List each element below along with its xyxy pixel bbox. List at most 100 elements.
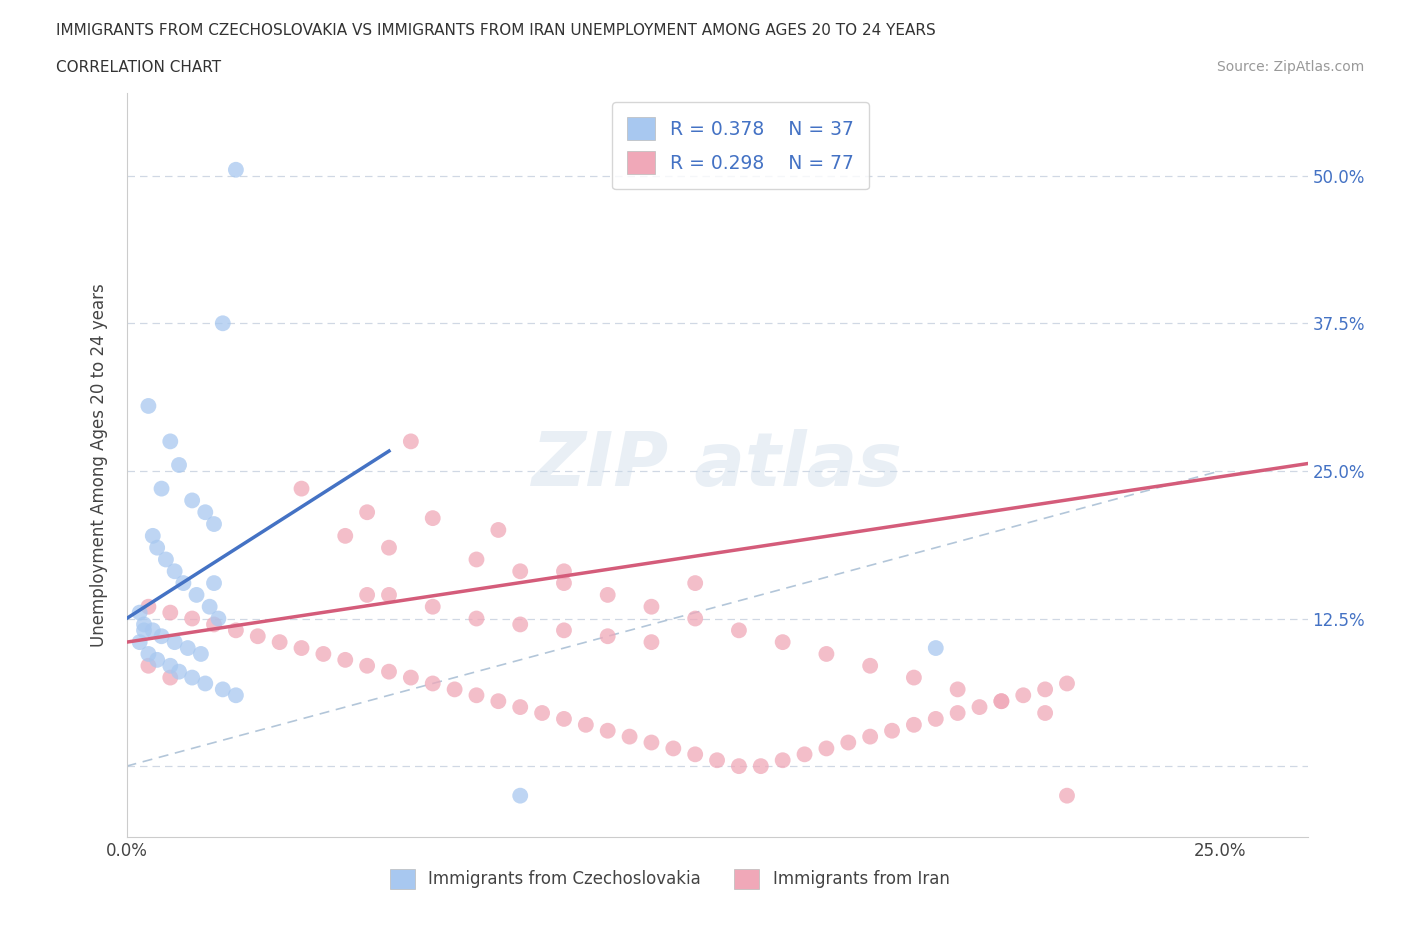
Point [465, 611, 488, 626]
Text: Source: ZipAtlas.com: Source: ZipAtlas.com [1216, 60, 1364, 74]
Point [946, 706, 969, 721]
Point [422, 599, 444, 614]
Point [150, 629, 173, 644]
Point [619, 729, 641, 744]
Text: ZIP atlas: ZIP atlas [531, 429, 903, 501]
Point [177, 641, 200, 656]
Point [399, 671, 422, 685]
Point [225, 163, 247, 178]
Point [925, 711, 948, 726]
Point [969, 699, 991, 714]
Point [575, 717, 598, 732]
Point [1033, 706, 1056, 721]
Point [356, 505, 378, 520]
Point [159, 658, 181, 673]
Point [925, 641, 948, 656]
Point [246, 629, 269, 644]
Point [772, 634, 794, 649]
Point [662, 741, 685, 756]
Point [128, 634, 150, 649]
Point [211, 682, 233, 697]
Point [640, 634, 662, 649]
Point [640, 735, 662, 750]
Point [683, 747, 706, 762]
Point [194, 676, 217, 691]
Point [167, 664, 190, 679]
Point [138, 646, 160, 661]
Point [159, 605, 181, 620]
Point [378, 664, 401, 679]
Point [509, 789, 531, 804]
Legend: Immigrants from Czechoslovakia, Immigrants from Iran: Immigrants from Czechoslovakia, Immigran… [384, 862, 956, 896]
Point [202, 617, 225, 631]
Point [509, 564, 531, 578]
Point [946, 682, 969, 697]
Text: IMMIGRANTS FROM CZECHOSLOVAKIA VS IMMIGRANTS FROM IRAN UNEMPLOYMENT AMONG AGES 2: IMMIGRANTS FROM CZECHOSLOVAKIA VS IMMIGR… [56, 23, 936, 38]
Point [190, 646, 212, 661]
Point [1012, 688, 1035, 703]
Point [640, 599, 662, 614]
Point [202, 516, 225, 531]
Point [138, 399, 160, 414]
Point [793, 747, 815, 762]
Point [465, 552, 488, 567]
Point [772, 752, 794, 767]
Point [163, 634, 186, 649]
Point [172, 576, 194, 591]
Point [194, 505, 217, 520]
Point [155, 552, 177, 567]
Point [486, 523, 509, 538]
Point [553, 576, 575, 591]
Point [159, 434, 181, 449]
Point [683, 576, 706, 591]
Point [815, 741, 838, 756]
Point [1056, 676, 1078, 691]
Point [181, 493, 204, 508]
Point [186, 588, 208, 603]
Point [880, 724, 903, 738]
Point [159, 671, 181, 685]
Point [399, 434, 422, 449]
Point [596, 724, 619, 738]
Point [509, 699, 531, 714]
Point [596, 588, 619, 603]
Point [683, 611, 706, 626]
Point [202, 576, 225, 591]
Point [225, 688, 247, 703]
Point [443, 682, 465, 697]
Point [128, 605, 150, 620]
Point [990, 694, 1012, 709]
Point [146, 540, 169, 555]
Point [509, 617, 531, 631]
Point [1056, 789, 1078, 804]
Point [167, 458, 190, 472]
Point [356, 588, 378, 603]
Point [198, 599, 221, 614]
Point [903, 671, 925, 685]
Point [312, 646, 335, 661]
Point [356, 658, 378, 673]
Point [837, 735, 859, 750]
Point [146, 653, 169, 668]
Point [211, 316, 233, 331]
Text: CORRELATION CHART: CORRELATION CHART [56, 60, 221, 75]
Point [132, 617, 155, 631]
Point [378, 540, 401, 555]
Point [142, 623, 165, 638]
Point [142, 528, 165, 543]
Point [859, 729, 882, 744]
Point [903, 717, 925, 732]
Point [422, 676, 444, 691]
Point [422, 511, 444, 525]
Point [181, 611, 204, 626]
Point [138, 599, 160, 614]
Point [335, 528, 357, 543]
Point [553, 564, 575, 578]
Point [378, 588, 401, 603]
Point [181, 671, 204, 685]
Point [990, 694, 1012, 709]
Point [290, 641, 312, 656]
Point [531, 706, 554, 721]
Point [465, 688, 488, 703]
Point [749, 759, 772, 774]
